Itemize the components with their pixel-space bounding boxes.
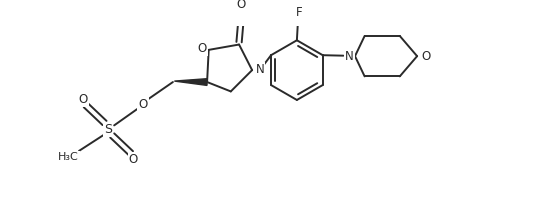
Text: H₃C: H₃C	[58, 152, 79, 162]
Text: N: N	[255, 63, 264, 76]
Polygon shape	[175, 79, 207, 85]
Text: S: S	[104, 123, 113, 136]
Text: O: O	[129, 153, 138, 166]
Text: F: F	[295, 6, 302, 19]
Text: O: O	[421, 50, 430, 63]
Text: O: O	[237, 0, 246, 11]
Text: O: O	[138, 98, 148, 111]
Text: N: N	[345, 50, 354, 63]
Text: O: O	[197, 42, 206, 55]
Text: O: O	[79, 93, 88, 106]
